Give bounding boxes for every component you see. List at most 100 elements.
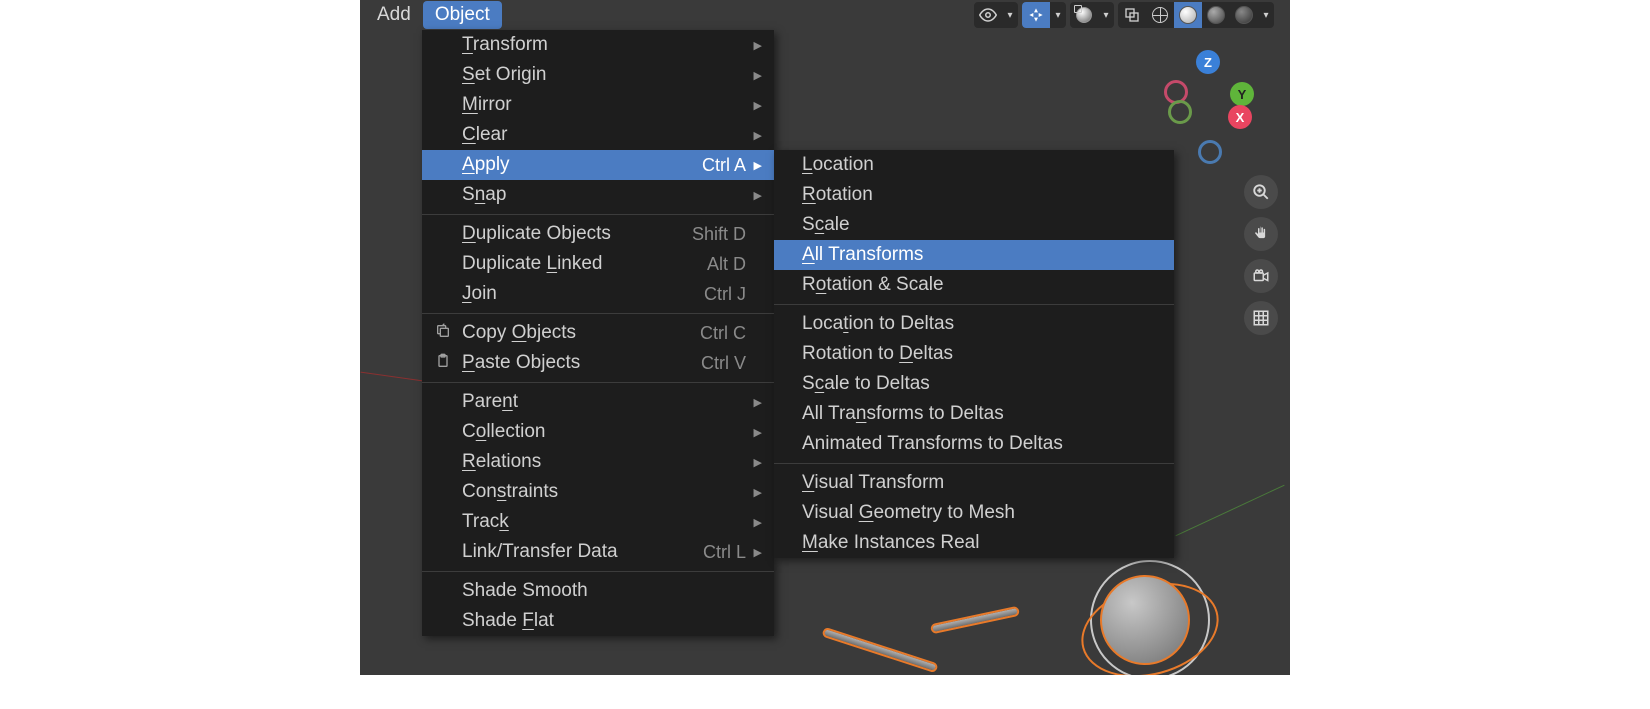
menu-shortcut: Alt D bbox=[707, 254, 746, 275]
shading-wireframe-icon[interactable] bbox=[1146, 2, 1174, 28]
viewport-3d[interactable]: Add Object ▾ ▾ ▾ bbox=[360, 0, 1290, 675]
submenu-arrow-icon: ▶ bbox=[752, 189, 762, 202]
gizmo-neg-axis[interactable] bbox=[1168, 100, 1192, 124]
menu-item-label: Constraints bbox=[462, 481, 752, 503]
apply-menu-item-visual-geometry-to-mesh[interactable]: Visual Geometry to Mesh bbox=[774, 498, 1174, 528]
apply-menu-item-animated-transforms-to-deltas[interactable]: Animated Transforms to Deltas bbox=[774, 429, 1174, 459]
object-menu-button[interactable]: Object bbox=[423, 1, 502, 29]
object-menu-item-snap[interactable]: Snap▶ bbox=[422, 180, 774, 210]
perspective-icon[interactable] bbox=[1244, 301, 1278, 335]
menu-item-label: Clear bbox=[462, 124, 752, 146]
viewport-toolbar: ▾ ▾ ▾ bbox=[974, 2, 1274, 28]
apply-menu-item-location[interactable]: Location bbox=[774, 150, 1174, 180]
object-menu-item-paste-objects[interactable]: Paste ObjectsCtrl V bbox=[422, 348, 774, 378]
menu-item-label: Link/Transfer Data bbox=[462, 541, 703, 563]
object-menu-item-shade-flat[interactable]: Shade Flat bbox=[422, 606, 774, 636]
object-menu-item-parent[interactable]: Parent▶ bbox=[422, 387, 774, 417]
menu-item-label: Rotation to Deltas bbox=[802, 343, 1152, 365]
gizmo-y-axis[interactable]: Y bbox=[1230, 82, 1254, 106]
submenu-arrow-icon: ▶ bbox=[752, 69, 762, 82]
menu-item-label: Duplicate Linked bbox=[462, 253, 707, 275]
overlay-toggle-icon[interactable] bbox=[1070, 2, 1098, 28]
menu-item-label: Visual Transform bbox=[802, 472, 1152, 494]
apply-menu-item-rotation-scale[interactable]: Rotation & Scale bbox=[774, 270, 1174, 300]
menu-item-label: All Transforms bbox=[802, 244, 1152, 266]
menu-item-label: Animated Transforms to Deltas bbox=[802, 433, 1152, 455]
object-menu-item-collection[interactable]: Collection▶ bbox=[422, 417, 774, 447]
menu-separator bbox=[422, 214, 774, 215]
submenu-arrow-icon: ▶ bbox=[752, 456, 762, 469]
apply-menu-item-scale[interactable]: Scale bbox=[774, 210, 1174, 240]
shading-rendered-icon[interactable] bbox=[1230, 2, 1258, 28]
submenu-arrow-icon: ▶ bbox=[752, 396, 762, 409]
menu-item-label: Rotation & Scale bbox=[802, 274, 1152, 296]
menu-item-label: Transform bbox=[462, 34, 752, 56]
menu-item-label: Mirror bbox=[462, 94, 752, 116]
object-menu-item-join[interactable]: JoinCtrl J bbox=[422, 279, 774, 309]
gizmo-toggle-icon[interactable] bbox=[1022, 2, 1050, 28]
object-menu-item-apply[interactable]: ApplyCtrl A▶ bbox=[422, 150, 774, 180]
object-menu-item-set-origin[interactable]: Set Origin▶ bbox=[422, 60, 774, 90]
menu-separator bbox=[422, 313, 774, 314]
object-menu-item-clear[interactable]: Clear▶ bbox=[422, 120, 774, 150]
apply-menu-item-rotation-to-deltas[interactable]: Rotation to Deltas bbox=[774, 339, 1174, 369]
object-menu-item-constraints[interactable]: Constraints▶ bbox=[422, 477, 774, 507]
viewport-side-buttons bbox=[1244, 175, 1278, 335]
menu-item-label: Track bbox=[462, 511, 752, 533]
camera-icon[interactable] bbox=[1244, 259, 1278, 293]
object-menu-item-mirror[interactable]: Mirror▶ bbox=[422, 90, 774, 120]
object-menu-item-duplicate-objects[interactable]: Duplicate ObjectsShift D bbox=[422, 219, 774, 249]
submenu-arrow-icon: ▶ bbox=[752, 426, 762, 439]
menu-item-label: Paste Objects bbox=[462, 352, 701, 374]
menu-shortcut: Shift D bbox=[692, 224, 746, 245]
apply-menu-item-all-transforms[interactable]: All Transforms bbox=[774, 240, 1174, 270]
shading-solid-icon[interactable] bbox=[1174, 2, 1202, 28]
menu-item-label: Copy Objects bbox=[462, 322, 700, 344]
object-menu-item-duplicate-linked[interactable]: Duplicate LinkedAlt D bbox=[422, 249, 774, 279]
xray-toggle-icon[interactable] bbox=[1118, 2, 1146, 28]
submenu-arrow-icon: ▶ bbox=[752, 516, 762, 529]
menu-item-label: Set Origin bbox=[462, 64, 752, 86]
menu-item-label: Apply bbox=[462, 154, 702, 176]
gizmo-z-axis[interactable]: Z bbox=[1196, 50, 1220, 74]
submenu-arrow-icon: ▶ bbox=[752, 99, 762, 112]
menu-item-label: Location to Deltas bbox=[802, 313, 1152, 335]
grid-y-axis bbox=[1175, 485, 1284, 537]
apply-menu-item-visual-transform[interactable]: Visual Transform bbox=[774, 468, 1174, 498]
submenu-arrow-icon: ▶ bbox=[752, 39, 762, 52]
submenu-arrow-icon: ▶ bbox=[752, 129, 762, 142]
zoom-icon[interactable] bbox=[1244, 175, 1278, 209]
gizmo-x-axis[interactable]: X bbox=[1228, 105, 1252, 129]
chevron-down-icon[interactable]: ▾ bbox=[1050, 2, 1066, 28]
apply-menu-item-all-transforms-to-deltas[interactable]: All Transforms to Deltas bbox=[774, 399, 1174, 429]
object-menu-item-transform[interactable]: Transform▶ bbox=[422, 30, 774, 60]
apply-menu-item-scale-to-deltas[interactable]: Scale to Deltas bbox=[774, 369, 1174, 399]
chevron-down-icon[interactable]: ▾ bbox=[1002, 2, 1018, 28]
object-menu-item-relations[interactable]: Relations▶ bbox=[422, 447, 774, 477]
apply-menu-item-rotation[interactable]: Rotation bbox=[774, 180, 1174, 210]
pan-icon[interactable] bbox=[1244, 217, 1278, 251]
object-menu-item-copy-objects[interactable]: Copy ObjectsCtrl C bbox=[422, 318, 774, 348]
gizmo-neg-axis[interactable] bbox=[1198, 140, 1222, 164]
object-menu-item-link-transfer-data[interactable]: Link/Transfer DataCtrl L ▶ bbox=[422, 537, 774, 567]
menu-separator bbox=[774, 463, 1174, 464]
chevron-down-icon[interactable]: ▾ bbox=[1098, 2, 1114, 28]
submenu-arrow-icon: ▶ bbox=[752, 546, 762, 559]
menu-item-label: Duplicate Objects bbox=[462, 223, 692, 245]
object-menu-item-track[interactable]: Track▶ bbox=[422, 507, 774, 537]
visibility-icon[interactable] bbox=[974, 2, 1002, 28]
menu-item-label: Location bbox=[802, 154, 1152, 176]
apply-submenu: Location Rotation Scale All Transforms Rotat… bbox=[774, 150, 1174, 558]
add-menu-button[interactable]: Add bbox=[365, 1, 423, 29]
apply-menu-item-make-instances-real[interactable]: Make Instances Real bbox=[774, 528, 1174, 558]
menu-shortcut: Ctrl L bbox=[703, 542, 746, 563]
apply-menu-item-location-to-deltas[interactable]: Location to Deltas bbox=[774, 309, 1174, 339]
menu-item-label: All Transforms to Deltas bbox=[802, 403, 1152, 425]
menu-item-label: Rotation bbox=[802, 184, 1152, 206]
menu-item-label: Shade Smooth bbox=[462, 580, 752, 602]
object-menu-item-shade-smooth[interactable]: Shade Smooth bbox=[422, 576, 774, 606]
menu-shortcut: Ctrl V bbox=[701, 353, 746, 374]
object-menu: Transform▶Set Origin▶Mirror▶Clear▶ApplyC… bbox=[422, 30, 774, 636]
shading-material-icon[interactable] bbox=[1202, 2, 1230, 28]
chevron-down-icon[interactable]: ▾ bbox=[1258, 2, 1274, 28]
